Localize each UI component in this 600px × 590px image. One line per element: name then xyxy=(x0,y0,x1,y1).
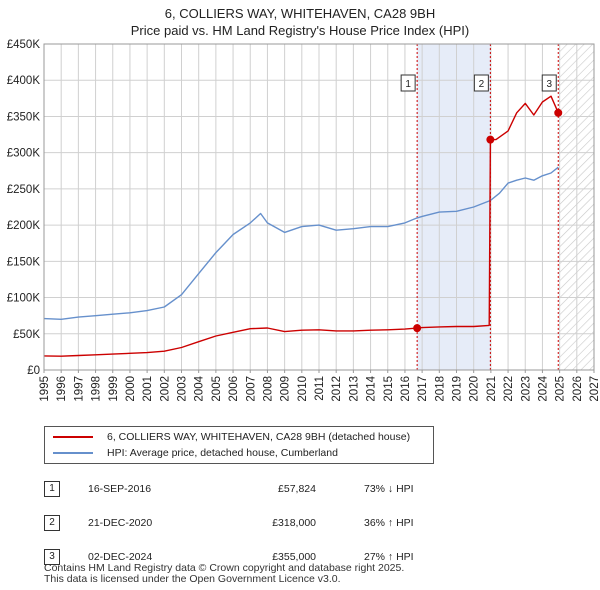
x-tick-label: 2003 xyxy=(177,376,189,402)
x-tick-label: 2012 xyxy=(331,376,343,402)
property-price-line xyxy=(43,95,559,357)
x-tick-label: 1997 xyxy=(73,376,85,402)
sale-date: 02-DEC-2024 xyxy=(88,551,153,563)
sale-label: 2 xyxy=(479,79,485,90)
sale-label: 3 xyxy=(546,79,552,90)
sale-price: £57,824 xyxy=(278,483,316,495)
sale-price: £318,000 xyxy=(272,517,316,529)
chart-title: 6, COLLIERS WAY, WHITEHAVEN, CA28 9BH Pr… xyxy=(0,5,600,39)
x-tick-label: 1999 xyxy=(108,376,120,402)
x-tick-label: 2022 xyxy=(503,376,515,402)
footer-line-2: This data is licensed under the Open Gov… xyxy=(44,573,341,585)
table-row: 2 21-DEC-2020 £318,000 36% ↑ HPI xyxy=(44,506,414,540)
sale-hpi-diff: 36% ↑ HPI xyxy=(364,517,414,529)
hpi-line-swatch xyxy=(53,452,93,454)
legend: 6, COLLIERS WAY, WHITEHAVEN, CA28 9BH (d… xyxy=(44,426,434,464)
y-tick-label: £200K xyxy=(7,220,41,232)
sale-label-box xyxy=(541,74,557,92)
x-tick-label: 2020 xyxy=(469,376,481,402)
x-tick-label: 1995 xyxy=(39,376,51,402)
sale-point xyxy=(554,108,563,117)
y-tick-label: £150K xyxy=(7,256,41,268)
sale-period-shading xyxy=(417,44,491,370)
y-tick-label: £450K xyxy=(7,39,41,51)
y-tick-label: £100K xyxy=(7,293,41,305)
sale-point xyxy=(486,135,495,144)
hpi-line xyxy=(43,166,559,320)
footer-line-1: Contains HM Land Registry data © Crown c… xyxy=(44,562,405,574)
x-tick-label: 2018 xyxy=(434,376,446,402)
y-tick-label: £400K xyxy=(7,75,41,87)
x-tick-label: 2006 xyxy=(228,376,240,402)
legend-item-hpi: HPI: Average price, detached house, Cumb… xyxy=(53,445,338,461)
x-tick-label: 2015 xyxy=(383,376,395,402)
x-tick-label: 2023 xyxy=(520,376,532,402)
x-tick-label: 2007 xyxy=(245,376,257,402)
y-tick-label: £50K xyxy=(13,329,40,341)
sale-point xyxy=(413,324,422,333)
sale-date: 21-DEC-2020 xyxy=(88,517,153,529)
sale-price: £355,000 xyxy=(272,551,316,563)
x-tick-label: 2021 xyxy=(486,376,498,402)
x-tick-label: 2016 xyxy=(400,376,412,402)
legend-item-property: 6, COLLIERS WAY, WHITEHAVEN, CA28 9BH (d… xyxy=(53,429,410,445)
x-tick-label: 1998 xyxy=(91,376,103,402)
x-tick-label: 2026 xyxy=(572,376,584,402)
sale-label-box xyxy=(473,74,489,92)
price-chart: 1 2 3 £0 £50K £100K £150K £200K £250K £300K £350K… xyxy=(7,39,600,402)
x-tick-label: 2024 xyxy=(537,375,549,401)
footer: Contains HM Land Registry data © Crown c… xyxy=(44,563,404,585)
sale-label: 1 xyxy=(405,79,411,90)
sale-badge: 3 xyxy=(44,549,60,565)
x-tick-label: 2004 xyxy=(194,375,206,401)
x-tick-label: 2010 xyxy=(297,376,309,402)
x-tick-label: 2002 xyxy=(159,376,171,402)
x-tick-label: 2017 xyxy=(417,376,429,402)
sale-label-box xyxy=(400,74,416,92)
x-tick-label: 2013 xyxy=(348,376,360,402)
x-tick-label: 2011 xyxy=(314,376,326,401)
y-tick-label: £250K xyxy=(7,184,41,196)
title-line-2: Price paid vs. HM Land Registry's House … xyxy=(130,23,470,38)
x-tick-label: 2027 xyxy=(589,376,600,402)
sale-badge: 1 xyxy=(44,481,60,497)
y-tick-label: £300K xyxy=(7,148,41,160)
x-tick-label: 2014 xyxy=(366,375,378,401)
x-tick-label: 1996 xyxy=(56,376,68,402)
x-tick-label: 2025 xyxy=(555,376,567,402)
x-tick-label: 2019 xyxy=(452,376,464,402)
title-line-1: 6, COLLIERS WAY, WHITEHAVEN, CA28 9BH xyxy=(164,6,436,21)
x-tick-label: 2009 xyxy=(280,376,292,402)
x-tick-label: 2000 xyxy=(125,376,137,402)
sale-date: 16-SEP-2016 xyxy=(88,483,152,495)
sales-table: 1 16-SEP-2016 £57,824 73% ↓ HPI 2 21-DEC… xyxy=(44,472,414,574)
legend-hpi-label: HPI: Average price, detached house, Cumb… xyxy=(107,447,338,459)
legend-property-label: 6, COLLIERS WAY, WHITEHAVEN, CA28 9BH (d… xyxy=(107,431,411,443)
sale-hpi-diff: 27% ↑ HPI xyxy=(364,551,414,563)
y-tick-label: £0 xyxy=(27,365,40,377)
sale-badge: 2 xyxy=(44,515,60,531)
y-tick-label: £350K xyxy=(7,111,41,123)
table-row: 1 16-SEP-2016 £57,824 73% ↓ HPI xyxy=(44,472,414,506)
property-line-swatch xyxy=(53,436,93,438)
x-tick-label: 2001 xyxy=(142,376,154,402)
sale-hpi-diff: 73% ↓ HPI xyxy=(364,483,414,495)
x-tick-label: 2005 xyxy=(211,376,223,402)
x-tick-label: 2008 xyxy=(262,376,274,402)
table-row: 3 02-DEC-2024 £355,000 27% ↑ HPI xyxy=(44,540,414,574)
